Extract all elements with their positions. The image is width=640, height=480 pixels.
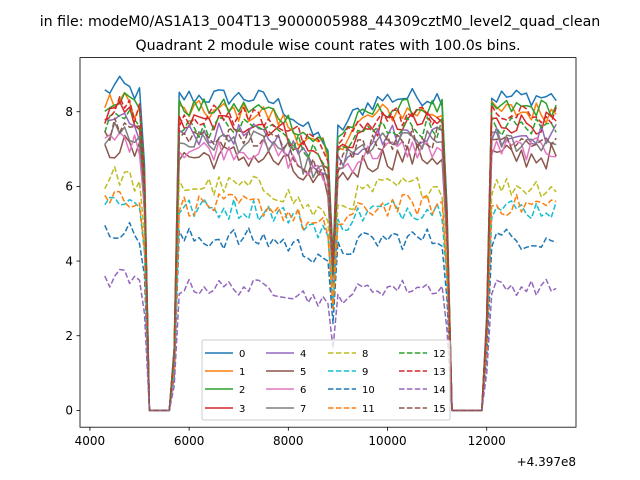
series-line-8 (104, 166, 557, 412)
x-axis-offset-label: +4.397e8 (517, 455, 576, 469)
chart-title: in file: modeM0/AS1A13_004T13_9000005988… (40, 14, 601, 30)
legend-label-3: 3 (239, 404, 245, 415)
x-tick-label: 10000 (368, 434, 406, 448)
legend-label-13: 13 (433, 367, 446, 378)
legend-label-9: 9 (362, 367, 368, 378)
y-axis: 0 2 4 6 8 (65, 105, 80, 418)
series-line-15 (104, 117, 557, 412)
plot-frame (79, 57, 577, 428)
legend-label-2: 2 (239, 385, 245, 396)
legend-label-6: 6 (300, 385, 306, 396)
x-tick-label: 6000 (174, 434, 205, 448)
legend-label-8: 8 (362, 349, 368, 360)
y-tick-label: 2 (65, 329, 73, 343)
legend-label-10: 10 (362, 385, 375, 396)
legend-label-1: 1 (239, 367, 245, 378)
legend-label-4: 4 (300, 349, 306, 360)
y-tick-label: 0 (65, 404, 73, 418)
series-layer (104, 75, 557, 412)
legend-label-7: 7 (300, 404, 306, 415)
legend-label-11: 11 (362, 404, 375, 415)
legend-box (201, 339, 451, 421)
chart-subtitle: Quadrant 2 module wise count rates with … (135, 38, 520, 54)
y-tick-label: 4 (65, 254, 73, 268)
legend-label-0: 0 (239, 349, 245, 360)
legend-label-5: 5 (300, 367, 306, 378)
legend-label-14: 14 (433, 385, 446, 396)
x-tick-label: 12000 (468, 434, 506, 448)
legend-label-12: 12 (433, 349, 446, 360)
legend-label-15: 15 (433, 404, 446, 415)
x-tick-label: 8000 (273, 434, 304, 448)
series-line-9 (104, 196, 557, 412)
x-axis: 4000 6000 8000 10000 12000 (75, 427, 506, 448)
y-tick-label: 6 (65, 180, 73, 194)
y-tick-label: 8 (65, 105, 73, 119)
x-tick-label: 4000 (75, 434, 106, 448)
